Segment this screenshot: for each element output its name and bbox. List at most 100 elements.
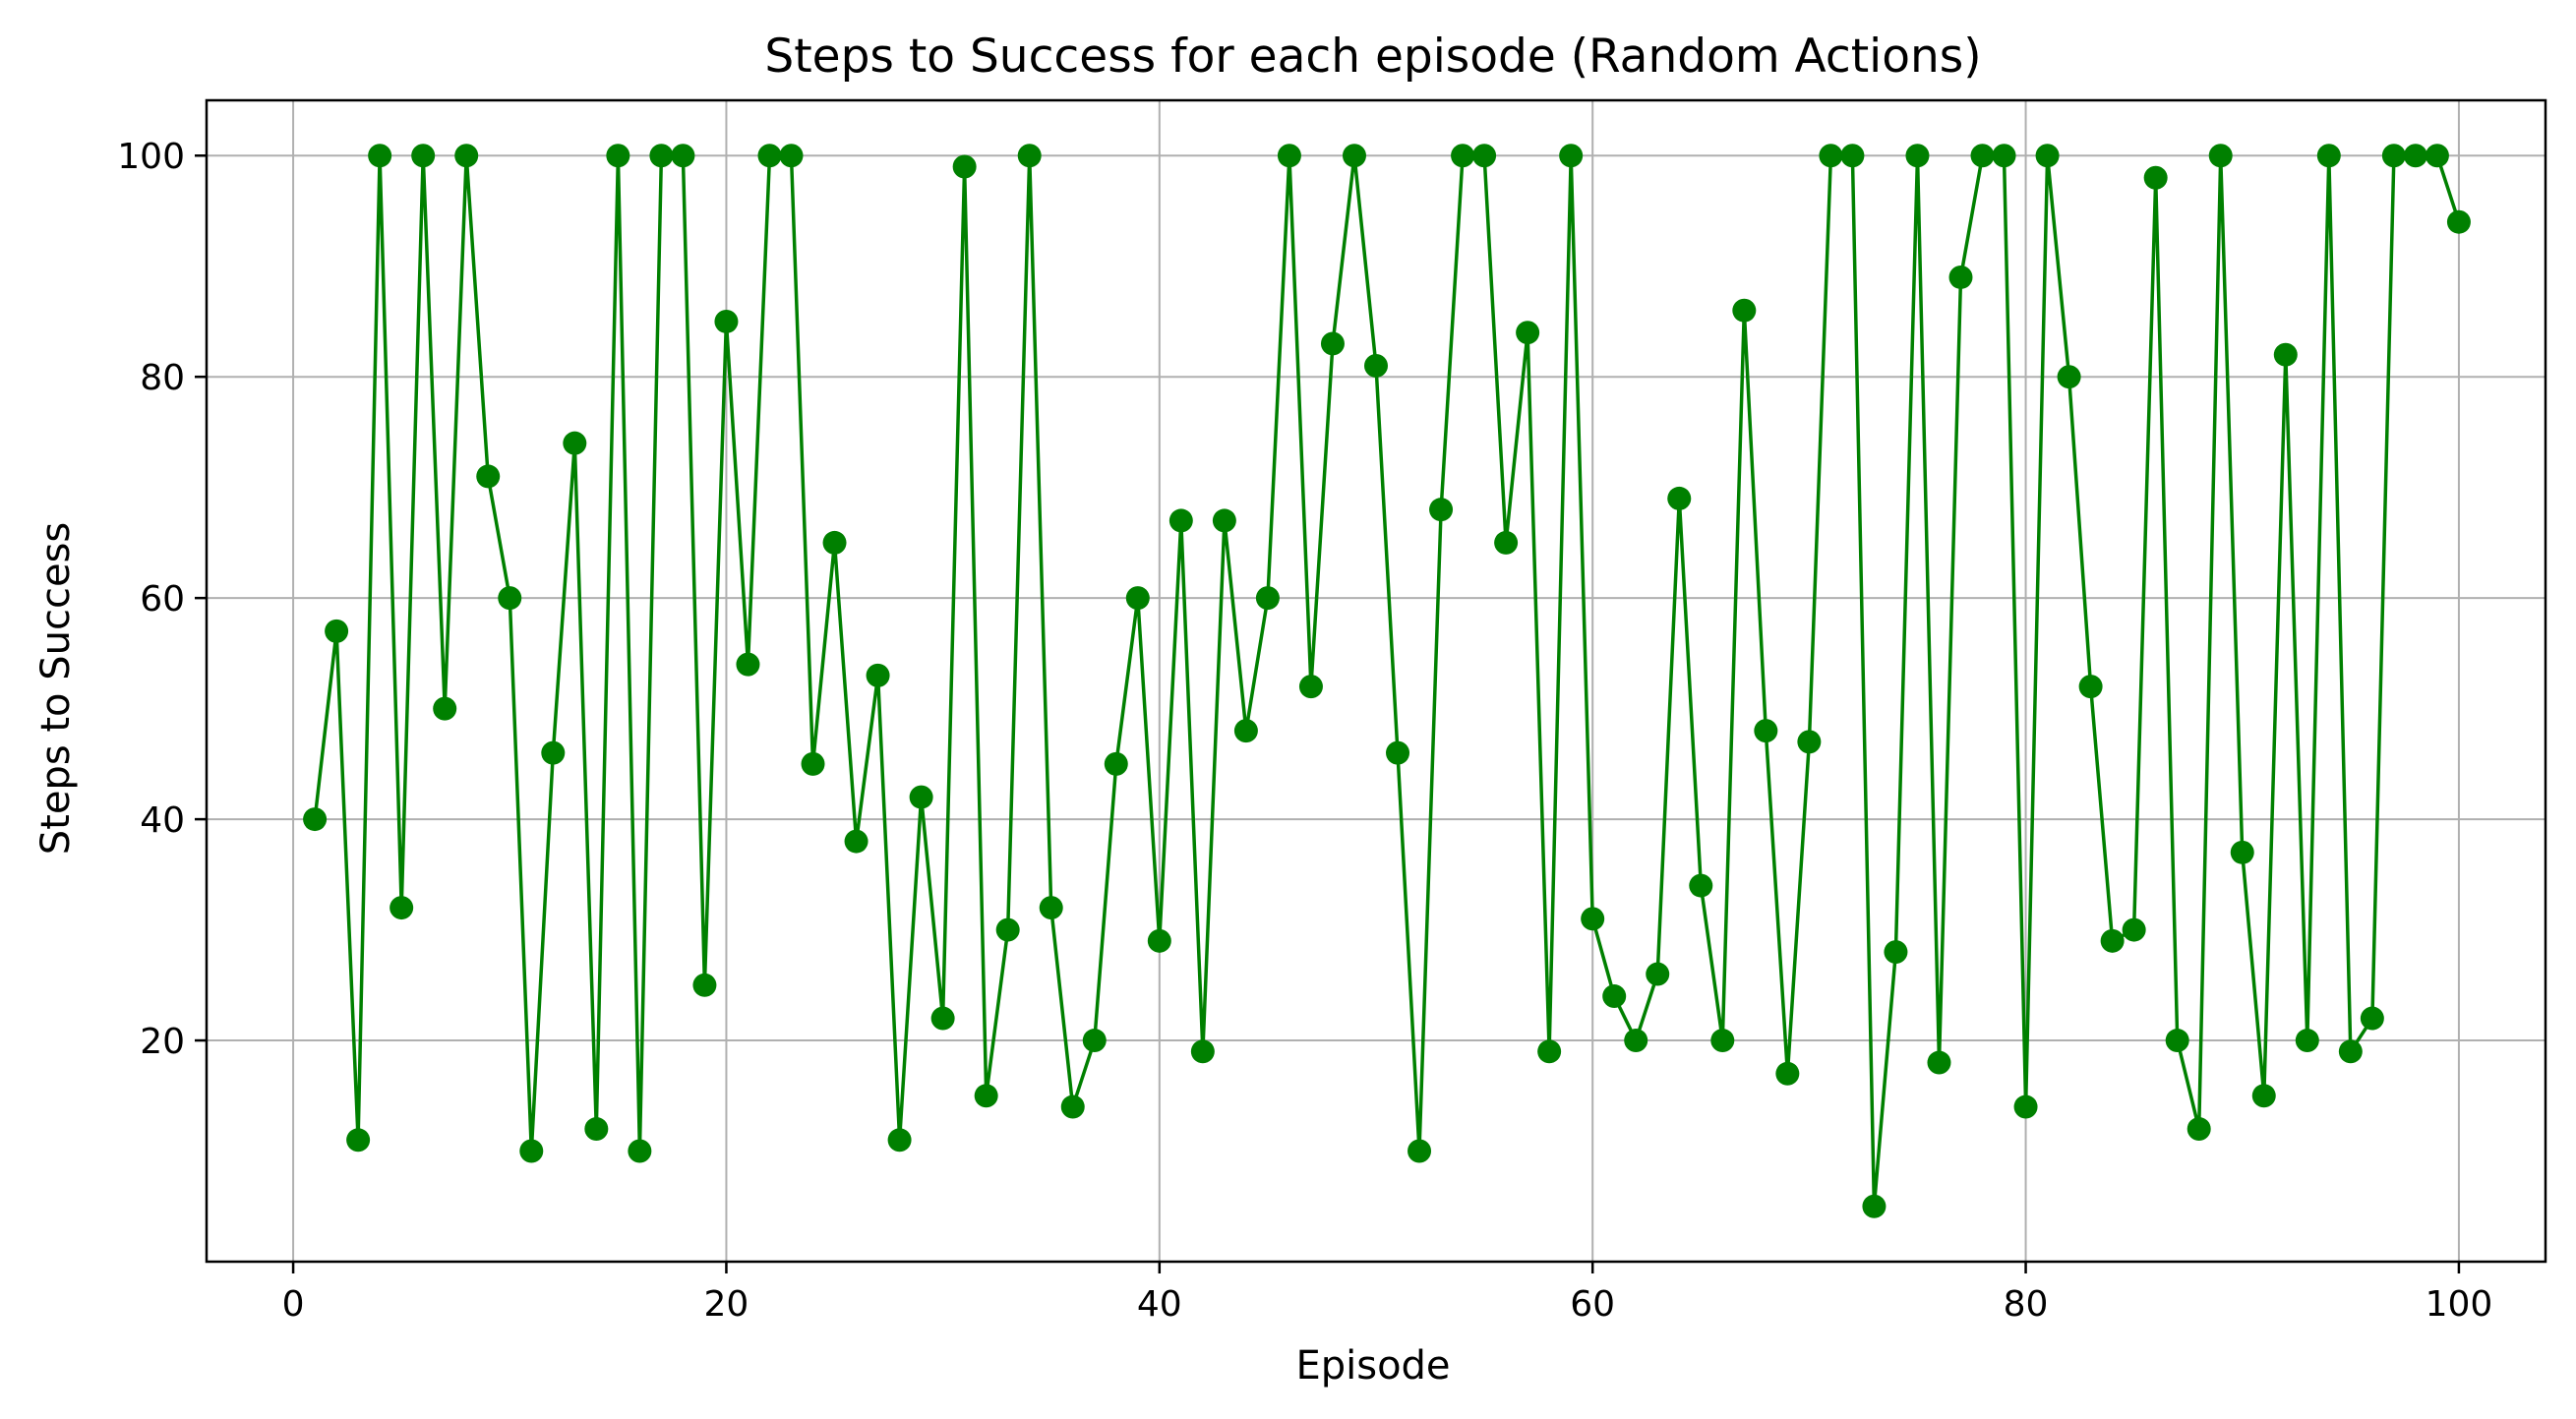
x-tick-label: 60 (1570, 1284, 1615, 1325)
x-tick-label: 40 (1137, 1284, 1182, 1325)
data-point (1905, 144, 1930, 168)
data-point (1039, 896, 1063, 920)
data-point (2446, 209, 2471, 234)
data-point (2100, 928, 2125, 953)
data-point (1537, 1039, 1562, 1064)
data-point (1581, 907, 1605, 931)
data-point (498, 586, 522, 611)
data-point (930, 1006, 955, 1031)
y-tick-label: 100 (117, 137, 185, 177)
data-point (2143, 165, 2168, 190)
data-point (1754, 719, 1778, 743)
data-point (844, 829, 869, 854)
data-point (1255, 586, 1280, 611)
x-tick-label: 100 (2426, 1284, 2493, 1325)
data-point (1624, 1029, 1648, 1053)
data-point (1298, 675, 1323, 699)
data-point (1233, 719, 1258, 743)
y-axis-label: Steps to Success (33, 522, 79, 856)
data-point (2057, 365, 2081, 389)
data-point (692, 973, 717, 997)
data-point (1082, 1029, 1107, 1053)
data-point (584, 1117, 609, 1142)
series-layer (303, 144, 2471, 1218)
data-point (995, 917, 1020, 942)
data-point (1472, 144, 1497, 168)
data-point (563, 431, 587, 455)
data-point (2230, 840, 2254, 864)
data-point (1212, 508, 1236, 533)
x-tick-label: 0 (282, 1284, 305, 1325)
data-point (974, 1084, 998, 1108)
data-point (411, 144, 436, 168)
data-point (454, 144, 479, 168)
y-tick-label: 20 (140, 1022, 185, 1062)
data-point (1992, 144, 2016, 168)
data-point (1342, 144, 1366, 168)
y-tick-label: 80 (140, 358, 185, 398)
data-point (2035, 144, 2060, 168)
x-tick-label: 20 (704, 1284, 749, 1325)
data-point (1060, 1094, 1085, 1119)
data-point (1408, 1139, 1432, 1163)
data-point (1970, 144, 1995, 168)
data-point (2360, 1006, 2384, 1031)
data-point (1689, 873, 1713, 898)
data-point (2316, 144, 2341, 168)
data-point (519, 1139, 544, 1163)
grid (207, 100, 2546, 1262)
data-point (2013, 1094, 2038, 1119)
plot-frame (205, 98, 2547, 1264)
data-point (1732, 298, 1757, 323)
data-point (2273, 342, 2298, 367)
data-point (1646, 962, 1670, 986)
data-point (1017, 144, 1042, 168)
data-point (1516, 321, 1540, 345)
data-point (1190, 1039, 1215, 1064)
data-point (2208, 144, 2233, 168)
data-point (303, 807, 328, 832)
data-point (1168, 508, 1193, 533)
data-point (1948, 265, 1973, 289)
data-point (801, 751, 825, 776)
data-point (541, 740, 566, 765)
data-point (822, 530, 847, 555)
data-point (1819, 144, 1843, 168)
x-axis-label: Episode (1295, 1343, 1450, 1389)
data-point (1559, 144, 1584, 168)
data-point (325, 619, 349, 643)
data-point (368, 144, 392, 168)
y-tick-label: 60 (140, 579, 185, 620)
y-tick-label: 40 (140, 800, 185, 841)
data-point (2251, 1084, 2276, 1108)
data-point (2338, 1039, 2363, 1064)
data-point (1104, 751, 1128, 776)
data-point (1147, 928, 1171, 953)
data-point (346, 1128, 371, 1153)
data-point (1451, 144, 1475, 168)
data-point (757, 144, 782, 168)
series-line (313, 153, 2461, 1209)
data-point (909, 785, 933, 809)
data-point (476, 464, 501, 489)
data-point (2425, 144, 2449, 168)
data-point (2381, 144, 2406, 168)
ticks: 0 20 40 60 80 100 20 40 60 80 100 (117, 137, 2492, 1325)
data-point (2403, 144, 2427, 168)
data-point (1927, 1050, 1951, 1075)
data-point (2122, 917, 2146, 942)
data-point (671, 144, 695, 168)
data-point (2295, 1029, 2319, 1053)
data-point (2078, 675, 2103, 699)
data-point (1710, 1029, 1735, 1053)
data-point (1775, 1061, 1800, 1086)
data-point (1862, 1194, 1887, 1218)
data-point (1429, 498, 1454, 522)
data-point (779, 144, 804, 168)
data-point (1386, 740, 1410, 765)
data-point (389, 896, 414, 920)
data-point (1277, 144, 1301, 168)
x-tick-label: 80 (2004, 1284, 2049, 1325)
data-point (714, 309, 739, 333)
